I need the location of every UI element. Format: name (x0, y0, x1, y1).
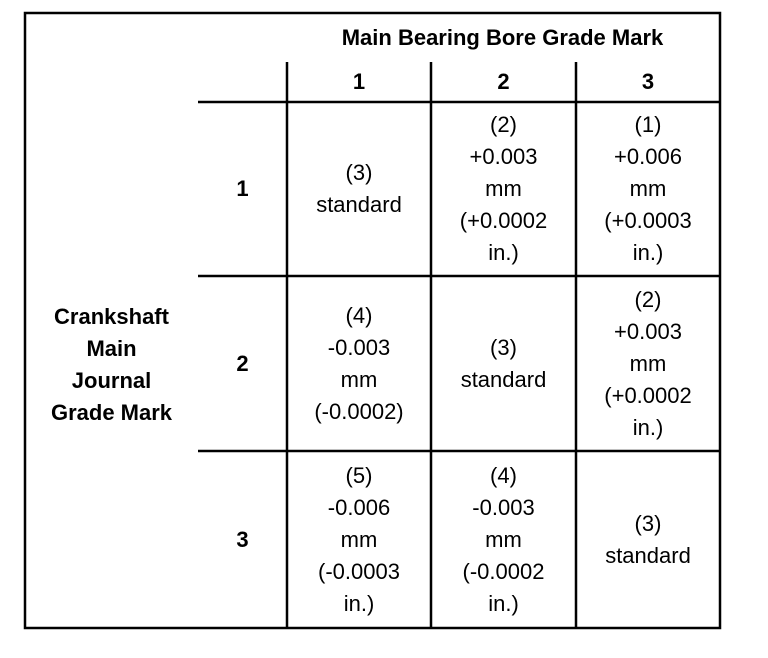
text-line: (-0.0002) (314, 398, 404, 424)
text-line: in.) (343, 590, 375, 616)
text-line: mm (340, 366, 378, 392)
text-line: (2) (634, 286, 662, 312)
text-line: mm (629, 350, 667, 376)
title-text: Main Bearing Bore Grade Mark (341, 25, 664, 50)
table-title: Main Bearing Bore Grade Mark (287, 18, 718, 58)
cell: (3) standard (576, 453, 720, 626)
text-line: 1 (352, 69, 366, 94)
text-line: Journal (71, 368, 152, 393)
cell: (1) +0.006 mm (+0.0003 in.) (576, 104, 720, 274)
text-line: (2) (490, 112, 517, 137)
text-line: in.) (488, 590, 519, 616)
text-line: (+0.0002 (459, 208, 548, 233)
text-line: (3) (345, 160, 373, 185)
text-line: Main (86, 336, 137, 361)
cell: (2) +0.003 mm (+0.0002 in.) (576, 278, 720, 449)
text-line: 3 (236, 526, 249, 552)
cell: (2) +0.003 mm (+0.0002 in.) (431, 104, 576, 274)
text-line: (+0.0002 (604, 382, 692, 408)
outer-border (23, 11, 722, 630)
text-line: in.) (632, 414, 664, 440)
text-line: (3) (634, 510, 662, 536)
text-line: in.) (488, 240, 519, 265)
row-header: Crankshaft Main Journal Grade Mark (25, 102, 198, 628)
text-line: +0.006 (614, 144, 682, 169)
column-header: 3 (576, 62, 720, 102)
cell: (3) standard (431, 278, 576, 449)
text-line: (+0.0003 (604, 208, 692, 233)
text-line: 2 (236, 350, 249, 376)
text-line: Grade Mark (50, 400, 173, 425)
text-line: 2 (497, 69, 510, 94)
text-line: (3) (490, 334, 517, 360)
row-label: 3 (198, 451, 287, 628)
text-line: +0.003 (469, 144, 538, 169)
text-line: mm (629, 176, 667, 201)
row-label: 1 (198, 102, 287, 276)
text-line: (1) (634, 112, 662, 137)
text-line: (5) (345, 462, 373, 488)
text-line: (-0.0002 (462, 558, 545, 584)
text-line: Crankshaft (54, 304, 169, 329)
text-line: standard (460, 366, 547, 392)
text-line: (4) (490, 462, 517, 488)
cell: (4) -0.003 mm (-0.0002) (287, 278, 431, 449)
text-line: (4) (345, 302, 373, 328)
text-line: standard (605, 542, 691, 568)
column-header: 1 (287, 62, 431, 102)
text-line: mm (485, 526, 522, 552)
text-line: mm (340, 526, 378, 552)
text-line: +0.003 (614, 318, 682, 344)
text-line: 3 (641, 69, 655, 94)
column-header: 2 (431, 62, 576, 102)
text-line: in.) (632, 240, 664, 265)
text-line: -0.003 (472, 494, 535, 520)
row-label: 2 (198, 276, 287, 451)
text-line: -0.003 (327, 334, 391, 360)
text-line: 1 (236, 176, 249, 201)
text-line: standard (316, 192, 402, 217)
cell: (3) standard (287, 104, 431, 274)
cell: (5) -0.006 mm (-0.0003 in.) (287, 453, 431, 626)
text-line: mm (485, 176, 522, 201)
text-line: -0.006 (327, 494, 391, 520)
cell: (4) -0.003 mm (-0.0002 in.) (431, 453, 576, 626)
text-line: (-0.0003 (318, 558, 400, 584)
